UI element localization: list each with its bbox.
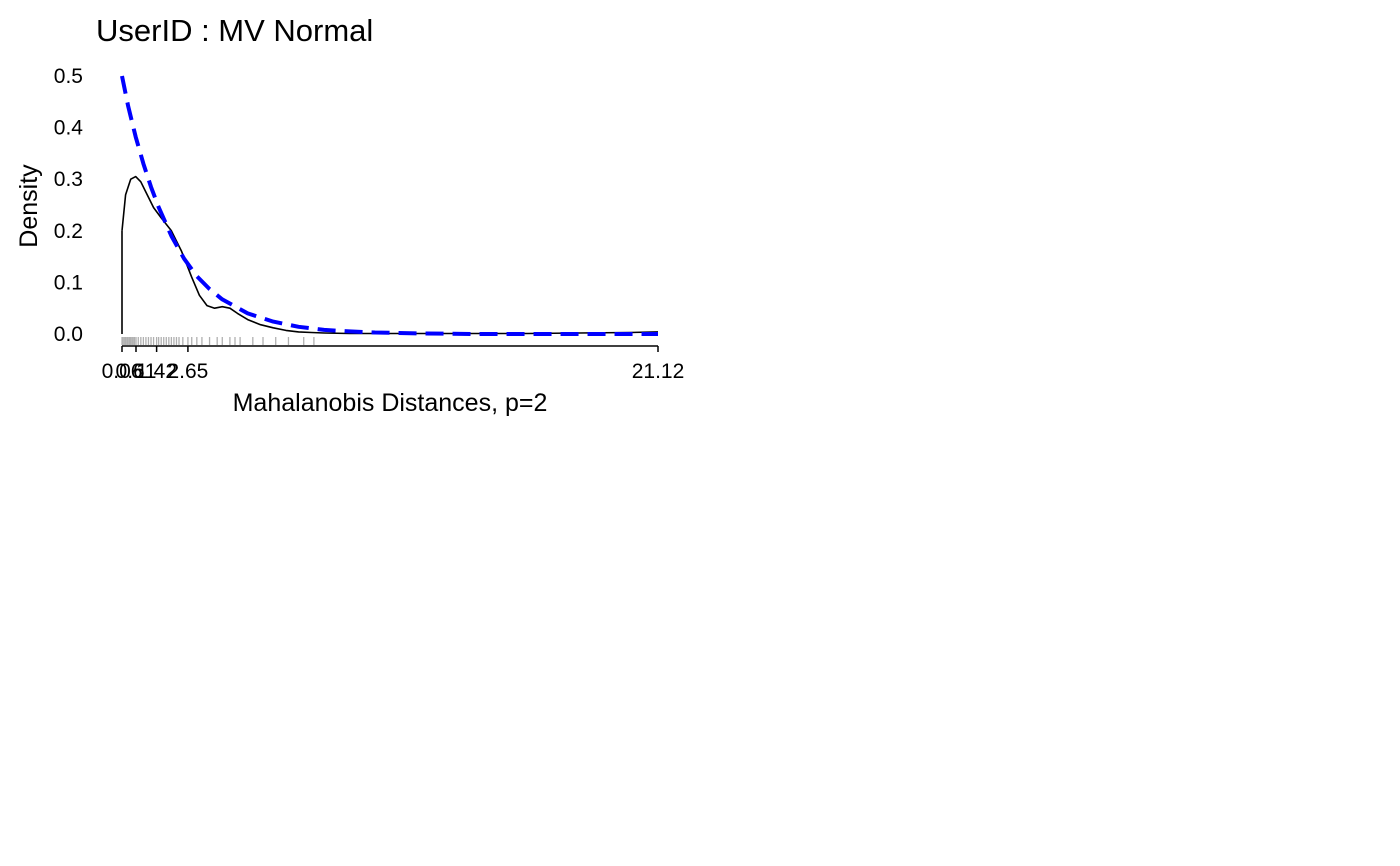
- x-tick-label: 0.06: [102, 360, 143, 383]
- y-tick-label: 0.3: [54, 168, 83, 191]
- x-tick-label: 1.42: [136, 360, 177, 383]
- rug-marks: [121, 337, 315, 345]
- y-tick-label: 0.4: [54, 117, 84, 140]
- theoretical-density-line: [120, 75, 658, 336]
- chart-title: UserID : MV Normal: [96, 13, 373, 48]
- y-tick-label: 0.1: [54, 271, 83, 294]
- y-axis-ticks: 0.0 0.1 0.2 0.3 0.4 0.5: [54, 65, 84, 346]
- y-tick-label: 0.5: [54, 65, 83, 88]
- y-tick-label: 0.0: [54, 323, 83, 346]
- sample-density-line: [121, 175, 659, 335]
- x-tick-label: 2.65: [167, 360, 208, 383]
- y-axis-title: Density: [15, 164, 43, 248]
- x-tick-label: 0.61: [116, 360, 157, 383]
- x-axis-ticks: 0.060.611.422.65 21.12: [102, 346, 685, 383]
- x-axis-title: Mahalanobis Distances, p=2: [233, 389, 548, 417]
- y-tick-label: 0.2: [54, 220, 83, 243]
- x-tick-label: 21.12: [632, 360, 685, 383]
